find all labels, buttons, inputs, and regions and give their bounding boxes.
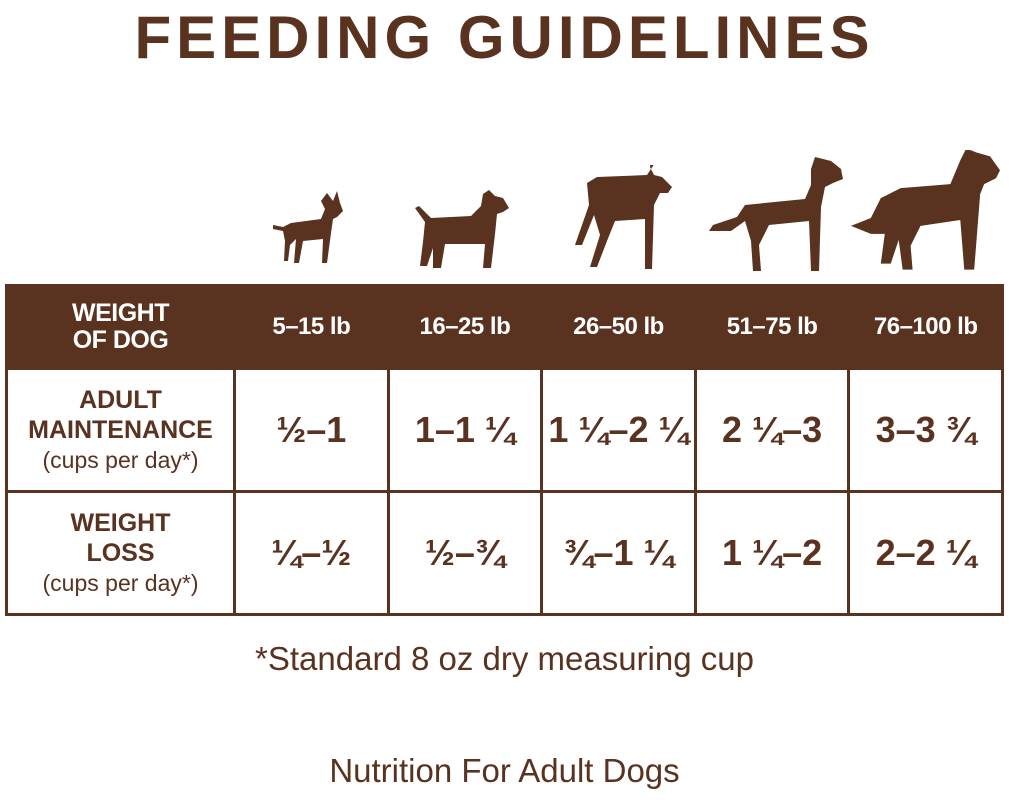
chihuahua-silhouette-icon [233,145,387,275]
table-cell: 1 ¼–2 [693,490,851,616]
table-cell: ½–¾ [386,490,544,616]
column-header: 5–15 lb [233,284,390,370]
feeding-guidelines-table: WEIGHT OF DOG 5–15 lb 16–25 lb 26–50 lb … [5,284,1004,616]
row-label-line: WEIGHT [70,509,171,537]
table-row-weight-loss: WEIGHT LOSS (cups per day*) ¼–½ ½–¾ ¾–1 … [5,490,1004,616]
bernese-silhouette-icon [849,145,1003,275]
row-label-line: LOSS [86,539,155,567]
row-label: WEIGHT LOSS (cups per day*) [5,490,236,616]
table-cell: 2–2 ¼ [847,490,1004,616]
table-cell: ¾–1 ¼ [540,490,697,616]
header-label-line: WEIGHT [72,299,170,327]
column-header: 26–50 lb [540,284,697,370]
table-cell: 2 ¼–3 [693,367,851,493]
header-label-line: OF DOG [72,326,169,354]
header-weight-of-dog: WEIGHT OF DOG [5,284,236,370]
page-title: FEEDING GUIDELINES [134,4,875,71]
row-label-line: MAINTENANCE [28,416,213,444]
table-cell: ½–1 [233,367,390,493]
footnote: *Standard 8 oz dry measuring cup [255,640,754,677]
column-header: 51–75 lb [693,284,851,370]
retriever-silhouette-icon [695,145,849,275]
row-sublabel: (cups per day*) [42,570,199,596]
row-label: ADULT MAINTENANCE (cups per day*) [5,367,236,493]
table-header-row: WEIGHT OF DOG 5–15 lb 16–25 lb 26–50 lb … [5,284,1004,370]
table-cell: 1–1 ¼ [386,367,544,493]
table-row-adult-maintenance: ADULT MAINTENANCE (cups per day*) ½–1 1–… [5,367,1004,493]
dog-silhouettes [233,145,1004,275]
column-header: 16–25 lb [386,284,544,370]
row-label-line: ADULT [79,386,162,414]
terrier-silhouette-icon [387,145,541,275]
row-sublabel: (cups per day*) [42,447,199,473]
column-header: 76–100 lb [847,284,1004,370]
boxer-silhouette-icon [541,145,695,275]
subtitle: Nutrition For Adult Dogs [329,752,680,789]
table-cell: 1 ¼–2 ¼ [540,367,697,493]
table-cell: 3–3 ¾ [847,367,1004,493]
table-cell: ¼–½ [233,490,390,616]
